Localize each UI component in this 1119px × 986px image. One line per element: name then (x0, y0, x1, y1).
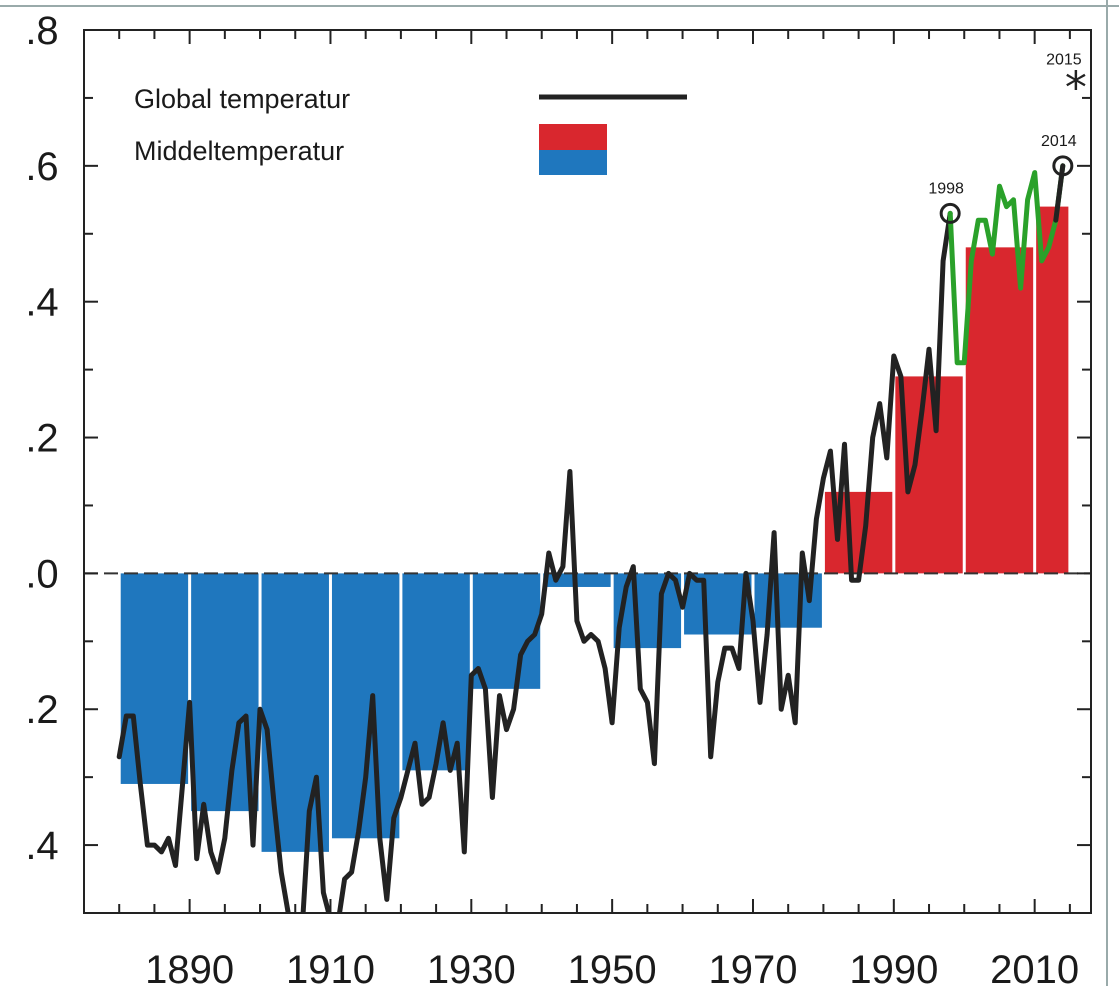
y-tick-label: .6 (25, 145, 58, 189)
legend-swatch-blue (539, 150, 607, 175)
x-tick-label: 2010 (990, 948, 1079, 986)
x-tick-labels: 1890 1910 1930 1950 1970 1990 2010 (145, 948, 1079, 986)
annotation-label-1998: 1998 (928, 180, 964, 197)
decade-bar-1910 (331, 573, 400, 839)
axis-ticks (84, 29, 1091, 914)
decade-bar-2010 (1036, 206, 1069, 574)
legend: Global temperatur Middeltemperatur (134, 84, 687, 175)
recent-temperature-line (947, 163, 1066, 366)
plot-frame (83, 29, 1092, 914)
global-temperature-line (116, 210, 953, 913)
decade-bar-1930 (472, 573, 541, 689)
annotation-star-2015: * (1065, 62, 1087, 113)
x-tick-label: 1910 (286, 948, 375, 986)
x-tick-label: 1890 (145, 948, 234, 986)
decadal-bars (120, 206, 1069, 852)
decade-bar-2000 (965, 247, 1034, 574)
y-tick-label: .2 (25, 417, 58, 461)
y-tick-labels: .4 .2 .0 .2 .4 .6 .8 (25, 9, 58, 868)
y-tick-label: .2 (25, 688, 58, 732)
decade-bar-1880 (120, 573, 189, 784)
y-tick-label: .4 (25, 281, 58, 325)
legend-label-middel: Middeltemperatur (134, 136, 344, 166)
annotation-label-2015: 2015 (1046, 51, 1082, 68)
x-tick-label: 1990 (849, 948, 938, 986)
annotation-circle-1998 (939, 202, 961, 224)
x-tick-label: 1930 (427, 948, 516, 986)
y-tick-label: .0 (25, 552, 58, 596)
legend-label-global: Global temperatur (134, 84, 350, 114)
y-tick-label: .8 (25, 9, 58, 53)
legend-swatch-red (539, 124, 607, 150)
y-tick-label: .4 (25, 824, 58, 868)
annotation-label-2014: 2014 (1041, 133, 1077, 150)
x-tick-label: 1970 (708, 948, 797, 986)
annotations: 1998 2014 *2015 (928, 51, 1087, 224)
decade-bar-1920 (402, 573, 470, 771)
annotation-circle-2014 (1052, 155, 1074, 177)
x-tick-label: 1950 (568, 948, 657, 986)
